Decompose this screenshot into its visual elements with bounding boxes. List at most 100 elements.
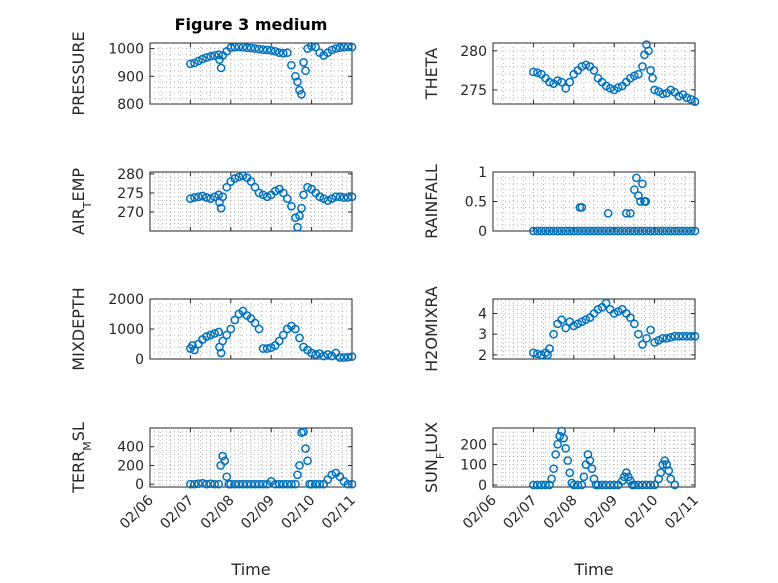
data-point (605, 226, 615, 236)
data-point (634, 69, 643, 79)
y-tick-label: 1000 (108, 322, 144, 338)
data-point (553, 439, 562, 449)
data-point (533, 226, 542, 236)
data-point (533, 480, 542, 490)
y-axis-label-sub: F (434, 453, 447, 459)
y-tick-label: 280 (460, 44, 487, 60)
data-point (666, 332, 676, 342)
y-axis-label-tail: LUX (422, 422, 441, 453)
data-point (601, 226, 611, 236)
y-axis-label-main: AIR (69, 208, 88, 235)
data-point (274, 336, 284, 346)
data-point (557, 226, 567, 236)
data-point (238, 479, 248, 489)
data-point (230, 315, 240, 325)
y-axis-label-main: PRESSURE (69, 31, 88, 115)
data-point (278, 479, 288, 489)
data-point (254, 188, 264, 198)
data-point (343, 193, 353, 202)
data-point (194, 192, 203, 202)
x-tick-label: 02/06 (117, 492, 157, 532)
y-tick-label: 100 (460, 458, 487, 474)
data-point (636, 197, 645, 206)
data-point (319, 351, 329, 361)
data-point (630, 480, 639, 490)
data-point (258, 479, 268, 489)
data-point (307, 41, 316, 51)
x-tick-label: 02/08 (541, 493, 581, 533)
data-point (630, 319, 639, 329)
y-axis-label: TERRMSL (69, 422, 94, 494)
data-point (311, 479, 320, 489)
data-point (690, 97, 700, 107)
data-point (670, 226, 680, 236)
data-point (589, 66, 599, 75)
data-point (660, 456, 670, 465)
y-tick-label: 0.5 (465, 195, 487, 211)
y-axis-label: SUNFLUX (422, 422, 447, 493)
data-point (537, 226, 546, 236)
data-point (529, 480, 538, 490)
data-point (297, 89, 306, 99)
data-point (634, 329, 643, 339)
data-point (646, 325, 655, 335)
data-point (638, 179, 647, 189)
data-point (533, 349, 542, 359)
data-point (299, 190, 308, 200)
data-point (621, 468, 631, 478)
data-point (287, 201, 296, 211)
data-point (678, 226, 688, 236)
data-point (335, 192, 345, 202)
subplot-sun-flux: 0 100 200 02/06 02/07 02/08 02/09 02/10 02/11 SUN… (422, 422, 702, 532)
data-point (254, 479, 264, 489)
data-point (307, 348, 316, 358)
data-point (295, 211, 304, 221)
y-axis-label: H2OMIXRA (422, 286, 441, 372)
data-point (581, 226, 591, 236)
data-point (283, 194, 292, 203)
data-point (190, 193, 199, 202)
data-point (537, 480, 546, 490)
y-axis-label-main: RAINFALL (422, 164, 441, 239)
data-point (234, 172, 244, 182)
data-point (254, 324, 264, 334)
data-point (619, 472, 629, 482)
data-point (250, 318, 260, 328)
data-point (287, 479, 296, 489)
data-point (541, 480, 550, 490)
data-point (347, 192, 357, 202)
data-point (278, 48, 288, 58)
data-point (623, 472, 633, 482)
data-point (609, 480, 619, 490)
data-point (634, 226, 643, 236)
data-point (291, 213, 300, 223)
data-point (642, 226, 651, 236)
data-point (301, 444, 310, 453)
data-point (690, 226, 700, 236)
y-axis-label-main: SUN (422, 459, 441, 493)
y-axis-label: THETA (422, 48, 441, 100)
y-tick-label: 0 (478, 224, 487, 240)
subplot-terr-msl: 0 200 400 02/06 02/07 02/08 02/09 02/10 02/11 TER… (69, 422, 359, 532)
data-point (529, 348, 538, 358)
data-point (210, 329, 219, 338)
data-point (234, 479, 244, 489)
y-axis-label-main: MIXDEPTH (69, 287, 88, 370)
subplot-h2omixra: 2 3 4 H2OMIXRA (422, 286, 700, 372)
y-tick-label: 275 (460, 83, 487, 99)
y-tick-label: 0 (478, 478, 487, 494)
data-point (585, 456, 595, 465)
data-point (670, 480, 680, 490)
data-point (202, 332, 211, 341)
data-point (674, 226, 684, 236)
data-point (274, 479, 284, 489)
data-point (561, 84, 571, 93)
data-point (549, 464, 558, 474)
x-tick-label: 02/09 (238, 493, 278, 533)
data-point (188, 341, 197, 350)
data-point (589, 226, 599, 236)
data-point (613, 226, 623, 236)
data-point (206, 330, 215, 340)
data-point (246, 177, 256, 186)
